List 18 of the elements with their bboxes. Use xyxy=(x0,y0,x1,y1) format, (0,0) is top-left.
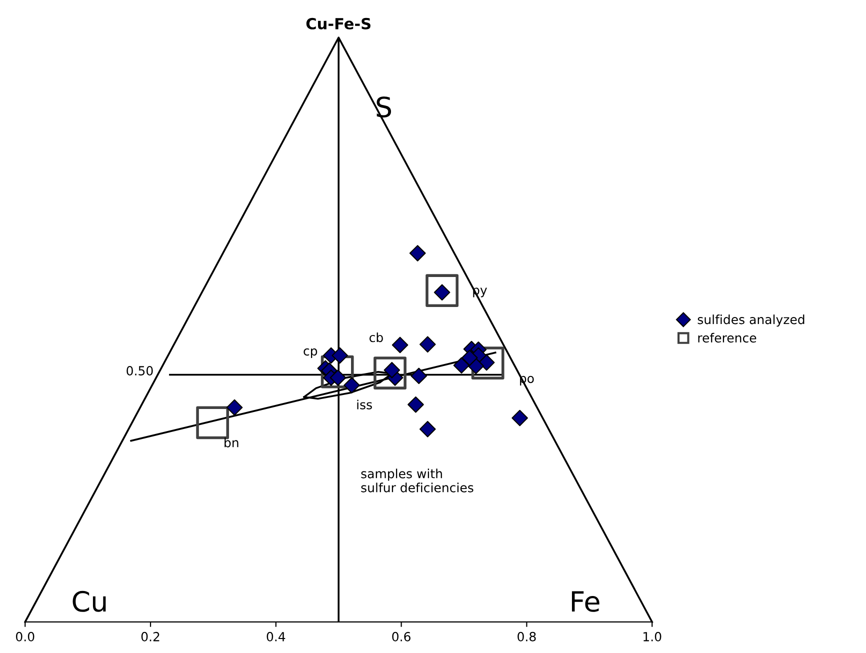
annotation: Cu xyxy=(72,590,106,612)
legend-label: reference xyxy=(698,332,756,343)
x-tick-label: 0.6 xyxy=(392,632,410,642)
annotation: 0.50 xyxy=(126,366,153,376)
annotation: iss xyxy=(357,400,372,410)
x-tick-label: 1.0 xyxy=(644,632,662,642)
x-tick-label: 0.8 xyxy=(518,632,536,642)
annotation: S xyxy=(376,96,392,118)
chart-title: Cu-Fe-S xyxy=(306,18,370,30)
annotation: Fe xyxy=(572,591,600,612)
x-tick-label: 0.0 xyxy=(16,632,34,642)
legend-label: sulfides analyzed xyxy=(698,314,804,327)
annotation: samples with sulfur deficiencies xyxy=(361,468,474,492)
annotation: cp xyxy=(304,348,318,358)
annotation: cb xyxy=(370,332,383,342)
x-tick-label: 0.4 xyxy=(266,632,286,642)
annotation: bn xyxy=(224,438,238,448)
x-tick-label: 0.2 xyxy=(141,632,160,642)
